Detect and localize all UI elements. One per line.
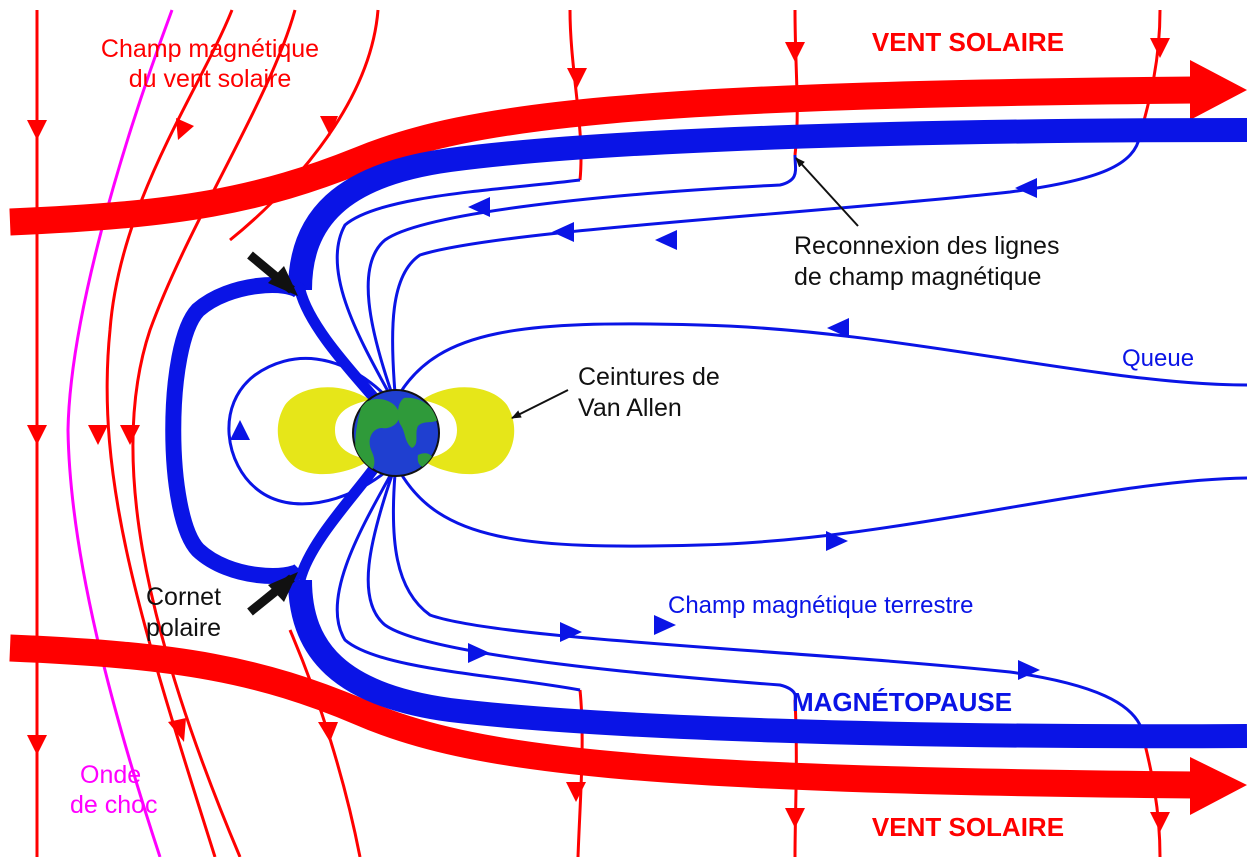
earth-field-line bbox=[335, 475, 581, 692]
polar-cusp-label-line2: polaire bbox=[146, 614, 221, 642]
van-allen-label-line2: Van Allen bbox=[578, 394, 682, 422]
earth-field-line bbox=[398, 322, 1247, 394]
van-allen-belt-left bbox=[277, 387, 370, 475]
arrow-up-icon bbox=[230, 420, 250, 440]
bow-shock-label-line1: Onde bbox=[80, 761, 141, 789]
arrow-right-icon bbox=[468, 643, 490, 663]
van-allen-pointer bbox=[511, 389, 569, 419]
earth-field-arrows bbox=[230, 178, 1040, 680]
reconnection-label-line2: de champ magnétique bbox=[794, 263, 1041, 291]
reconnection-pointer bbox=[795, 157, 859, 227]
magnetopause-label: MAGNÉTOPAUSE bbox=[792, 687, 1012, 717]
arrow-left-icon bbox=[468, 197, 490, 217]
earth-field-line bbox=[398, 471, 1247, 548]
earth-field-line bbox=[391, 473, 1142, 726]
arrow-down-icon bbox=[785, 808, 805, 828]
arrow-left-icon bbox=[827, 318, 849, 338]
solar-field-line bbox=[229, 9, 380, 242]
van-allen-label-line1: Ceintures de bbox=[578, 363, 720, 391]
solar-field-line bbox=[105, 9, 234, 857]
solar-wind-field-label-line1: Champ magnétique bbox=[101, 35, 319, 63]
tail-label: Queue bbox=[1122, 345, 1194, 372]
earth-field-line bbox=[366, 154, 798, 395]
arrow-down-icon bbox=[785, 42, 805, 62]
arrow-down-icon bbox=[27, 120, 47, 140]
arrow-right-icon bbox=[1018, 660, 1040, 680]
arrow-down-icon bbox=[318, 722, 338, 742]
arrow-down-icon bbox=[1150, 812, 1170, 832]
arrow-down-icon bbox=[120, 425, 140, 445]
arrow-down-icon bbox=[88, 425, 108, 445]
arrow-down-icon bbox=[27, 735, 47, 755]
earth-field-line bbox=[366, 474, 798, 701]
arrow-down-icon bbox=[176, 118, 194, 140]
arrow-right-icon bbox=[654, 615, 676, 635]
arrow-right-icon bbox=[560, 622, 582, 642]
arrow-down-icon bbox=[566, 782, 586, 802]
solar-field-arrows bbox=[27, 38, 1170, 832]
solar-wind-top-label: VENT SOLAIRE bbox=[872, 27, 1064, 57]
annotation-pointers bbox=[247, 157, 859, 616]
arrow-down-icon bbox=[567, 68, 587, 88]
solar-wind-bottom-label: VENT SOLAIRE bbox=[872, 812, 1064, 842]
bow-shock-label-line2: de choc bbox=[70, 791, 158, 819]
arrow-down-icon bbox=[320, 116, 338, 136]
solar-wind-flow-bottom bbox=[9, 634, 1196, 799]
arrow-pointer-icon bbox=[268, 266, 298, 296]
solar-wind-arrowhead-top bbox=[1190, 60, 1247, 120]
labels: Champ magnétique du vent solaire VENT SO… bbox=[70, 27, 1194, 842]
arrow-down-icon bbox=[1150, 38, 1170, 58]
earth-field-line bbox=[227, 357, 390, 506]
reconnection-label-line1: Reconnexion des lignes bbox=[794, 232, 1059, 260]
polar-cusp-label-line1: Cornet bbox=[146, 583, 221, 611]
van-allen-belts bbox=[277, 387, 515, 475]
earth-field-line bbox=[391, 134, 1142, 394]
arrow-right-icon bbox=[826, 531, 848, 551]
solar-field-line bbox=[288, 629, 362, 857]
earth-globe-icon bbox=[352, 389, 440, 477]
earth-field-line bbox=[335, 178, 581, 396]
arrow-left-icon bbox=[655, 230, 677, 250]
arrow-pointer-icon bbox=[268, 572, 298, 602]
solar-field-line bbox=[1138, 9, 1162, 136]
arrow-down-icon bbox=[27, 425, 47, 445]
solar-wind-flow-top bbox=[9, 76, 1196, 236]
solar-wind-field-label-line2: du vent solaire bbox=[129, 65, 292, 93]
earth-field-lines bbox=[227, 134, 1247, 726]
magnetopause-boundary bbox=[165, 118, 1247, 749]
earth-field-label: Champ magnétique terrestre bbox=[668, 592, 973, 619]
solar-field-line bbox=[131, 9, 297, 857]
arrow-left-icon bbox=[1015, 178, 1037, 198]
solar-field-line bbox=[568, 9, 583, 181]
solar-wind-flows bbox=[9, 76, 1196, 799]
arrow-down-icon bbox=[168, 718, 186, 742]
van-allen-belt-right bbox=[422, 387, 515, 475]
bow-shock-line bbox=[66, 9, 174, 857]
arrow-left-icon bbox=[552, 222, 574, 242]
solar-wind-arrowhead-bottom bbox=[1190, 757, 1247, 815]
